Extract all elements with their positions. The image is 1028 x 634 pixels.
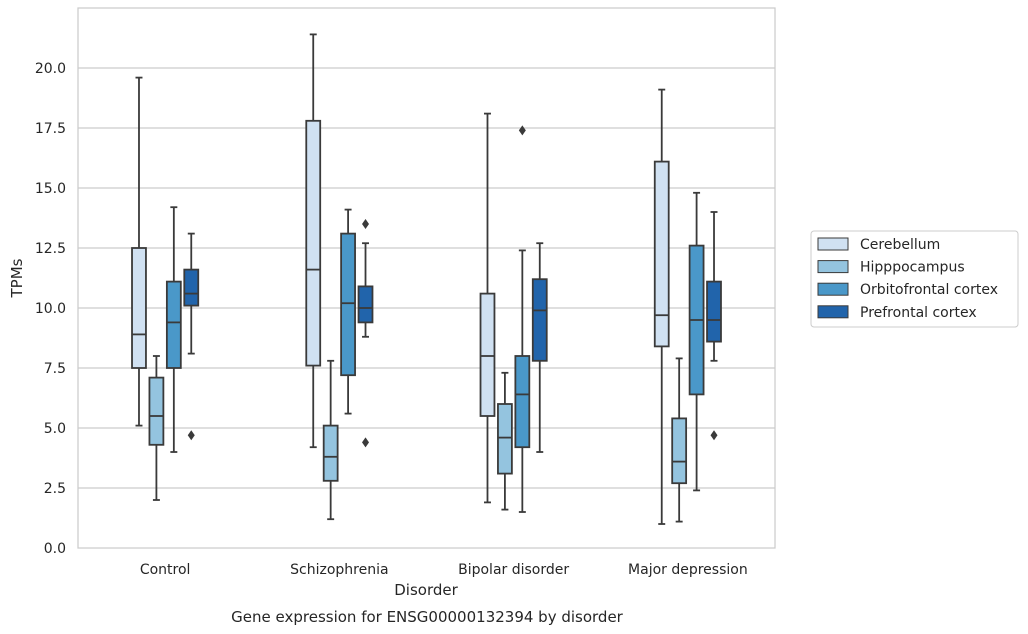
y-axis-title: TPMs — [8, 258, 26, 298]
legend-label: Hipppocampus — [860, 260, 965, 276]
box-body — [340, 232, 356, 377]
y-tick-label: 0.0 — [44, 541, 66, 557]
x-tick-labels: Control Schizophrenia Bipolar disorder Majo… — [140, 562, 748, 578]
box-orbitofrontal-cortex — [514, 125, 531, 513]
x-tick-label: Bipolar disorder — [458, 562, 569, 578]
y-tick-label: 20.0 — [35, 61, 66, 77]
box-prefrontal-cortex — [706, 211, 722, 441]
box-hipppocampus — [322, 359, 339, 521]
y-tick-label: 17.5 — [35, 121, 66, 137]
legend-swatch — [817, 305, 849, 319]
legend-swatch — [817, 282, 849, 296]
box-prefrontal-cortex — [531, 242, 548, 453]
legend-label: Cerebellum — [860, 237, 940, 253]
plot-area-frame — [77, 7, 776, 549]
chart-caption: Gene expression for ENSG00000132394 by d… — [231, 608, 624, 626]
box-hipppocampus — [148, 355, 165, 501]
outlier-point — [362, 219, 370, 229]
box-body — [131, 247, 147, 369]
box-body — [479, 292, 496, 417]
box-cerebellum — [131, 76, 147, 427]
box-hipppocampus — [497, 371, 513, 511]
box-body — [357, 285, 374, 324]
box-body — [148, 376, 165, 446]
y-tick-label: 5.0 — [44, 421, 66, 437]
grid-lines — [78, 67, 775, 489]
box-body — [531, 278, 548, 362]
legend-swatch — [817, 260, 849, 274]
box-orbitofrontal-cortex — [165, 206, 182, 453]
legend-label: Prefrontal cortex — [860, 305, 977, 321]
y-tick-label: 12.5 — [35, 241, 66, 257]
boxes — [131, 33, 722, 525]
y-tick-label: 15.0 — [35, 181, 66, 197]
box-orbitofrontal-cortex — [688, 191, 705, 492]
outlier-point — [187, 430, 195, 441]
y-tick-label: 10.0 — [35, 301, 66, 317]
box-body — [305, 119, 322, 367]
y-tick-labels: 0.0 2.5 5.0 7.5 10.0 12.5 15.0 17.5 20.0 — [35, 61, 66, 557]
x-tick-label: Control — [140, 562, 191, 578]
box-body — [183, 268, 200, 307]
box-body — [322, 424, 339, 482]
y-tick-label: 2.5 — [44, 481, 66, 497]
box-body — [514, 355, 531, 449]
legend-frame — [810, 230, 1019, 328]
box-prefrontal-cortex — [183, 232, 200, 441]
y-tick-label: 7.5 — [44, 361, 66, 377]
box-hipppocampus — [671, 357, 688, 523]
outlier-point — [710, 430, 718, 441]
box-cerebellum — [653, 88, 670, 525]
outlier-point — [362, 437, 370, 448]
box-body — [653, 160, 670, 348]
box-body — [671, 417, 688, 485]
box-orbitofrontal-cortex — [340, 208, 356, 415]
box-prefrontal-cortex — [357, 219, 374, 448]
box-body — [706, 280, 722, 343]
x-axis-title: Disorder — [394, 581, 458, 599]
outlier-point — [518, 125, 526, 136]
box-cerebellum — [479, 112, 496, 504]
legend: Cerebellum Hipppocampus Orbitofrontal cort… — [810, 230, 1019, 328]
box-cerebellum — [305, 33, 322, 449]
x-tick-label: Schizophrenia — [290, 562, 388, 578]
x-tick-label: Major depression — [628, 562, 748, 578]
box-body — [497, 403, 513, 475]
legend-swatch — [817, 237, 849, 251]
legend-label: Orbitofrontal cortex — [860, 282, 998, 298]
box-body — [165, 280, 182, 369]
